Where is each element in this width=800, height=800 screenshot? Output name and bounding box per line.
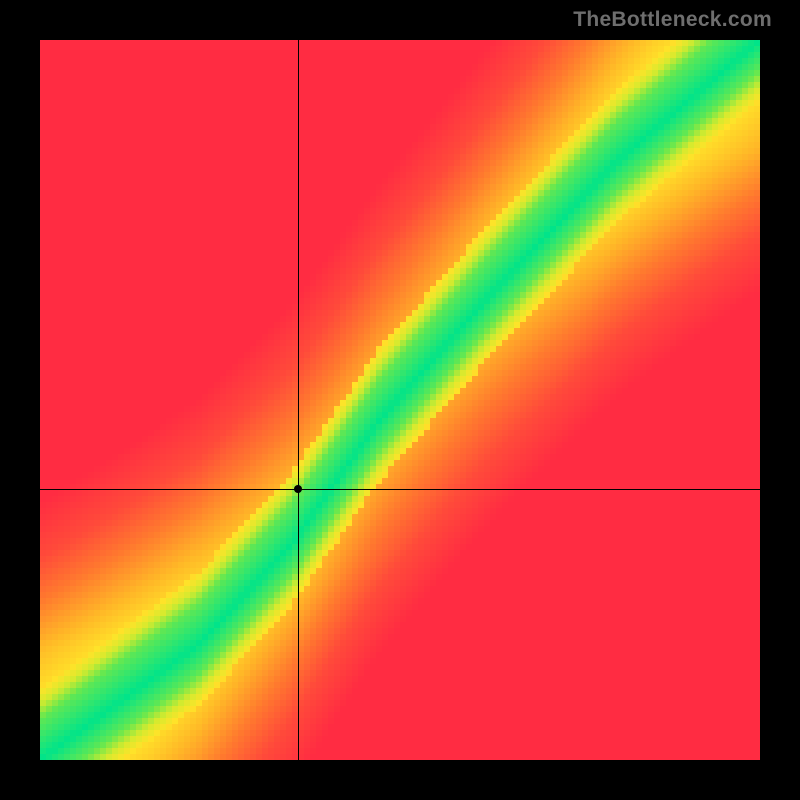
watermark-text: TheBottleneck.com — [573, 8, 772, 32]
bottleneck-heatmap — [40, 40, 760, 760]
selected-point-marker — [294, 485, 302, 493]
crosshair-vertical — [298, 40, 299, 760]
heatmap-canvas — [40, 40, 760, 760]
crosshair-horizontal — [40, 489, 760, 490]
